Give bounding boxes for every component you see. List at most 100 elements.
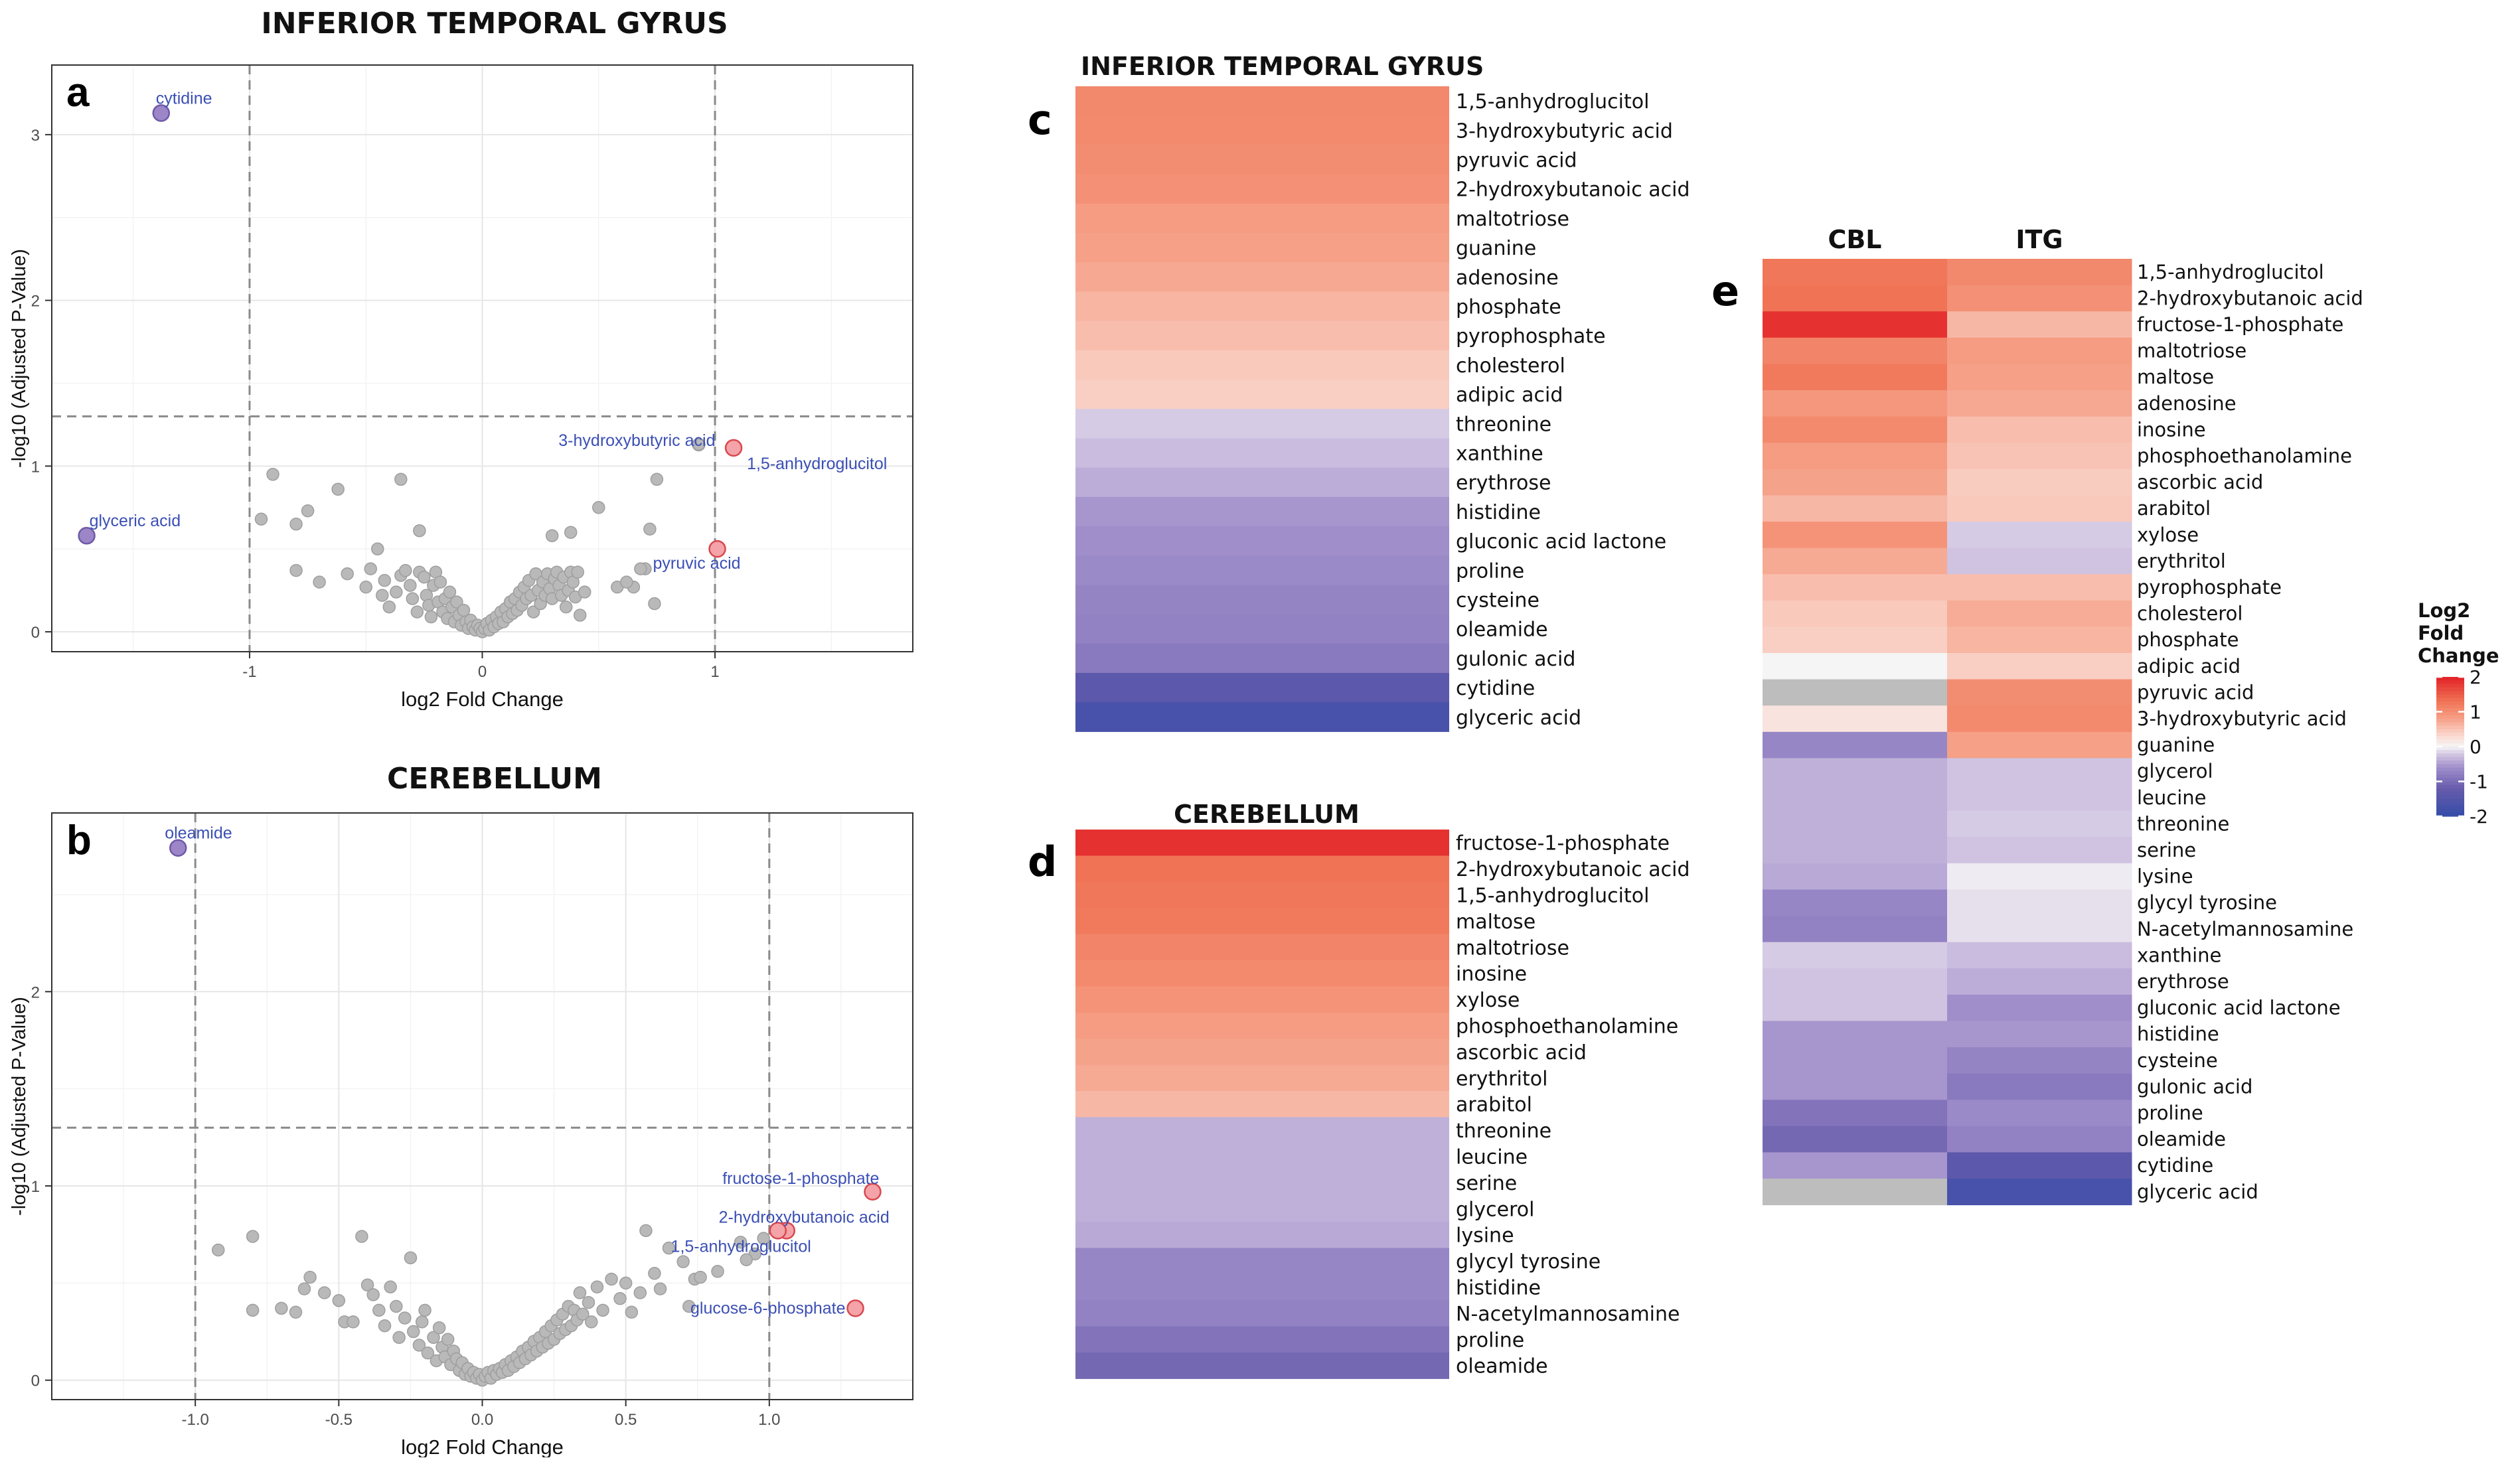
heatmap-cell	[1075, 1222, 1449, 1248]
heatmap-cell	[1763, 469, 1948, 496]
data-point	[526, 605, 540, 619]
legend-gradient-step	[2436, 719, 2464, 723]
heatmap-row-label: threonine	[1456, 1120, 1551, 1143]
data-point	[634, 562, 647, 575]
heatmap-cell	[1075, 908, 1449, 935]
heatmap-itg: 1,5-anhydroglucitol 3-hydroxybutyric acid…	[1075, 86, 1690, 732]
y-tick-label: 2	[31, 293, 40, 311]
data-point	[390, 585, 403, 599]
x-axis-title: log2 Fold Change	[401, 1435, 564, 1457]
heatmap-row-label: erythritol	[2137, 549, 2226, 572]
data-point	[633, 1286, 647, 1299]
y-axis-title: -log10 (Adjusted P-Value)	[9, 997, 30, 1216]
data-point	[360, 1278, 374, 1292]
data-point	[441, 1333, 455, 1347]
heatmap-cell	[1763, 416, 1948, 443]
data-point	[366, 1288, 380, 1301]
heatmap-cell	[1075, 115, 1449, 145]
heatmap-row-label: 1,5-anhydroglucitol	[1456, 90, 1649, 113]
heatmap-cell	[1763, 653, 1948, 680]
point-label: 1,5-anhydroglucitol	[747, 455, 887, 473]
heatmap-row-label: phosphoethanolamine	[2137, 445, 2352, 467]
heatmap-cbl: fructose-1-phosphate 2-hydroxybutanoic ac…	[1075, 830, 1690, 1379]
data-point	[573, 609, 587, 622]
heatmap-row-label: proline	[1456, 1329, 1524, 1352]
heatmap-cell	[1763, 600, 1948, 627]
heatmap-cell	[1075, 1169, 1449, 1197]
heatmap-cell	[1947, 600, 2132, 627]
heatmap-row-label: xanthine	[2137, 944, 2221, 966]
heatmap-cell	[1075, 1143, 1449, 1170]
heatmap-cell	[1763, 285, 1948, 312]
data-point	[424, 610, 438, 624]
data-point	[650, 473, 664, 486]
legend-gradient-step	[2436, 715, 2464, 719]
heatmap-cell	[1763, 784, 1948, 812]
highlighted-point	[864, 1183, 882, 1201]
heatmap-cell	[1075, 702, 1449, 732]
heatmap-cell	[1947, 1179, 2132, 1206]
heatmap-row-label: gluconic acid lactone	[2137, 997, 2341, 1019]
heatmap-row-label: guanine	[1456, 237, 1536, 260]
heatmap-cell	[1075, 321, 1449, 351]
y-tick-label: 0	[31, 624, 40, 642]
heatmap-cell	[1075, 1064, 1449, 1092]
heatmap-row-label: glycyl tyrosine	[2137, 891, 2277, 914]
point-label: 2-hydroxybutanoic acid	[719, 1208, 890, 1226]
heatmap-row-label: pyrophosphate	[1456, 325, 1606, 348]
data-point	[394, 473, 408, 486]
heatmap-row-label: xanthine	[1456, 443, 1543, 466]
heatmap-row-label: adipic acid	[1456, 384, 1563, 407]
heatmap-row-label: 2-hydroxybutanoic acid	[1456, 858, 1690, 881]
heatmap-row-label: adenosine	[1456, 266, 1559, 289]
heatmap-row-label: glyceric acid	[2137, 1181, 2258, 1203]
y-tick-label: 3	[31, 127, 40, 145]
heatmap-cell	[1763, 1152, 1948, 1179]
data-point	[275, 1301, 288, 1315]
heatmap-cell	[1075, 380, 1449, 409]
data-point	[212, 1243, 225, 1257]
data-point	[301, 504, 315, 518]
heatmap-row-label: serine	[2137, 839, 2196, 861]
heatmap-row-label: gluconic acid lactone	[1456, 530, 1666, 553]
heatmap-cell	[1075, 467, 1449, 498]
highlighted-point	[692, 437, 706, 452]
heatmap-cell	[1947, 1047, 2132, 1074]
heatmap-cell	[1947, 469, 2132, 496]
heatmap-row-label: erythritol	[1456, 1067, 1547, 1090]
heatmap-row-label: arabitol	[2137, 497, 2211, 520]
heatmap-row-label: cholesterol	[1456, 354, 1565, 378]
heatmap-row-label: histidine	[2137, 1023, 2219, 1045]
heatmap-row-label: inosine	[1456, 963, 1527, 986]
legend-gradient-step	[2436, 722, 2464, 727]
data-point	[392, 1331, 406, 1345]
heatmap-row-label: arabitol	[1456, 1094, 1532, 1117]
heatmap-row-label: histidine	[1456, 1277, 1541, 1300]
panel-e-letter: e	[1711, 267, 1740, 315]
legend-gradient-step	[2436, 798, 2464, 803]
volcano-plot-cbl: oleamide fructose-1-phosphate 2-hydroxybut…	[9, 812, 913, 1457]
legend-gradient-step	[2436, 778, 2464, 782]
heatmap-cell	[1075, 1091, 1449, 1118]
data-point	[289, 563, 303, 577]
heatmap-cell	[1075, 1326, 1449, 1353]
panel-d-title: CEREBELLUM	[1174, 800, 1360, 829]
legend-title: Change	[2418, 644, 2499, 667]
x-tick-label: 1.0	[758, 1411, 780, 1429]
heatmap-cell	[1947, 1021, 2132, 1048]
heatmap-cell	[1947, 994, 2132, 1021]
point-label: 3-hydroxybutyric acid	[558, 431, 715, 450]
heatmap-cell	[1075, 934, 1449, 961]
data-point	[605, 1272, 618, 1286]
panel-a-title: INFERIOR TEMPORAL GYRUS	[261, 7, 728, 40]
data-point	[289, 1305, 303, 1319]
data-point	[372, 1303, 386, 1317]
data-point	[418, 1303, 432, 1317]
heatmap-row-label: oleamide	[1456, 1355, 1548, 1378]
legend-gradient-step	[2436, 687, 2464, 692]
y-tick-label: 1	[31, 1178, 40, 1196]
heatmap-cell	[1075, 1195, 1449, 1222]
heatmap-row-label: xylose	[1456, 989, 1520, 1012]
data-point	[592, 500, 605, 514]
heatmap-cell	[1763, 311, 1948, 338]
